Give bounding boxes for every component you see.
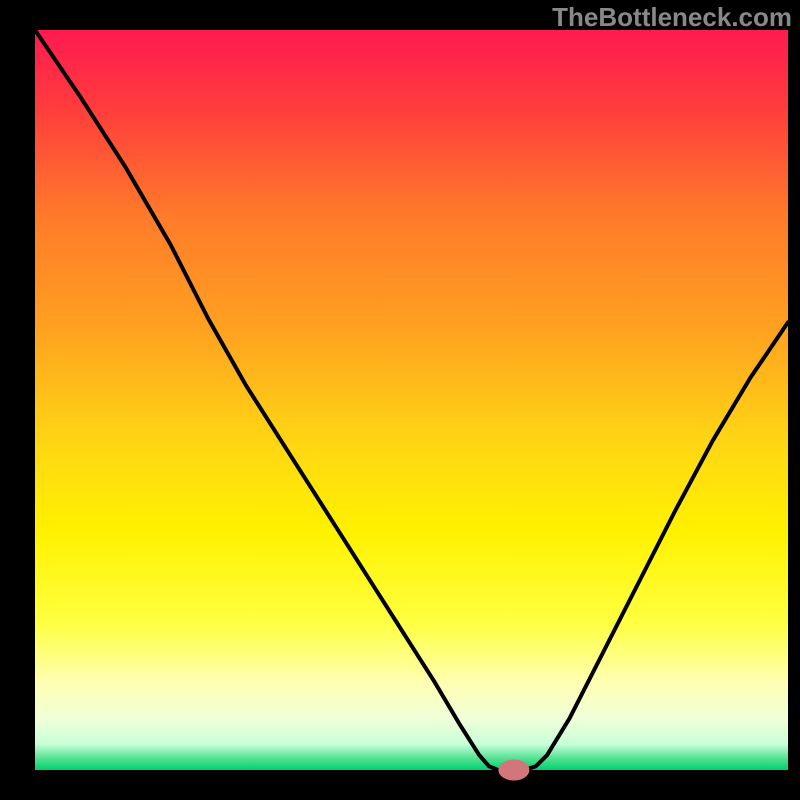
- watermark-text: TheBottleneck.com: [552, 2, 792, 33]
- chart-container: TheBottleneck.com: [0, 0, 800, 800]
- frame-right: [788, 0, 800, 800]
- plot-background: [35, 30, 788, 770]
- bottleneck-chart: [0, 0, 800, 800]
- frame-bottom: [0, 770, 800, 800]
- minimum-marker: [499, 760, 529, 780]
- frame-left: [0, 0, 35, 800]
